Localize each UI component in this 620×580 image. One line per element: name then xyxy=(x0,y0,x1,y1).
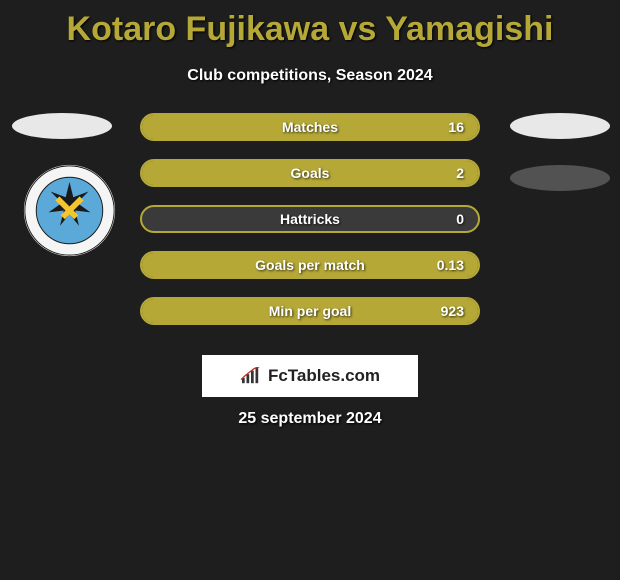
stat-bar: Goals per match 0.13 xyxy=(140,251,480,279)
watermark[interactable]: FcTables.com xyxy=(202,355,418,397)
shadow-ellipse-left xyxy=(12,113,112,139)
date-label: 25 september 2024 xyxy=(0,410,620,428)
stat-bars: Matches 16 Goals 2 Hattricks 0 Goals per match… xyxy=(140,113,480,343)
shadow-ellipse-right-2 xyxy=(510,165,610,191)
stat-label: Goals xyxy=(291,165,330,181)
stat-label: Min per goal xyxy=(269,303,351,319)
page-title: Kotaro Fujikawa vs Yamagishi xyxy=(0,0,620,49)
stat-label: Goals per match xyxy=(255,257,365,273)
shadow-ellipse-right-1 xyxy=(510,113,610,139)
stat-value-right: 923 xyxy=(441,303,464,319)
stat-value-right: 0 xyxy=(456,211,464,227)
stat-bar: Min per goal 923 xyxy=(140,297,480,325)
stat-value-right: 2 xyxy=(456,165,464,181)
watermark-text: FcTables.com xyxy=(268,366,380,386)
stat-label: Matches xyxy=(282,119,338,135)
bar-chart-icon xyxy=(240,367,262,385)
subtitle: Club competitions, Season 2024 xyxy=(0,67,620,85)
stat-bar: Goals 2 xyxy=(140,159,480,187)
club-badge-left xyxy=(22,163,117,258)
club-badge-jubilo-icon xyxy=(22,163,117,258)
stat-bar: Matches 16 xyxy=(140,113,480,141)
stat-bar: Hattricks 0 xyxy=(140,205,480,233)
stat-label: Hattricks xyxy=(280,211,340,227)
stat-value-right: 0.13 xyxy=(437,257,464,273)
stat-value-right: 16 xyxy=(448,119,464,135)
